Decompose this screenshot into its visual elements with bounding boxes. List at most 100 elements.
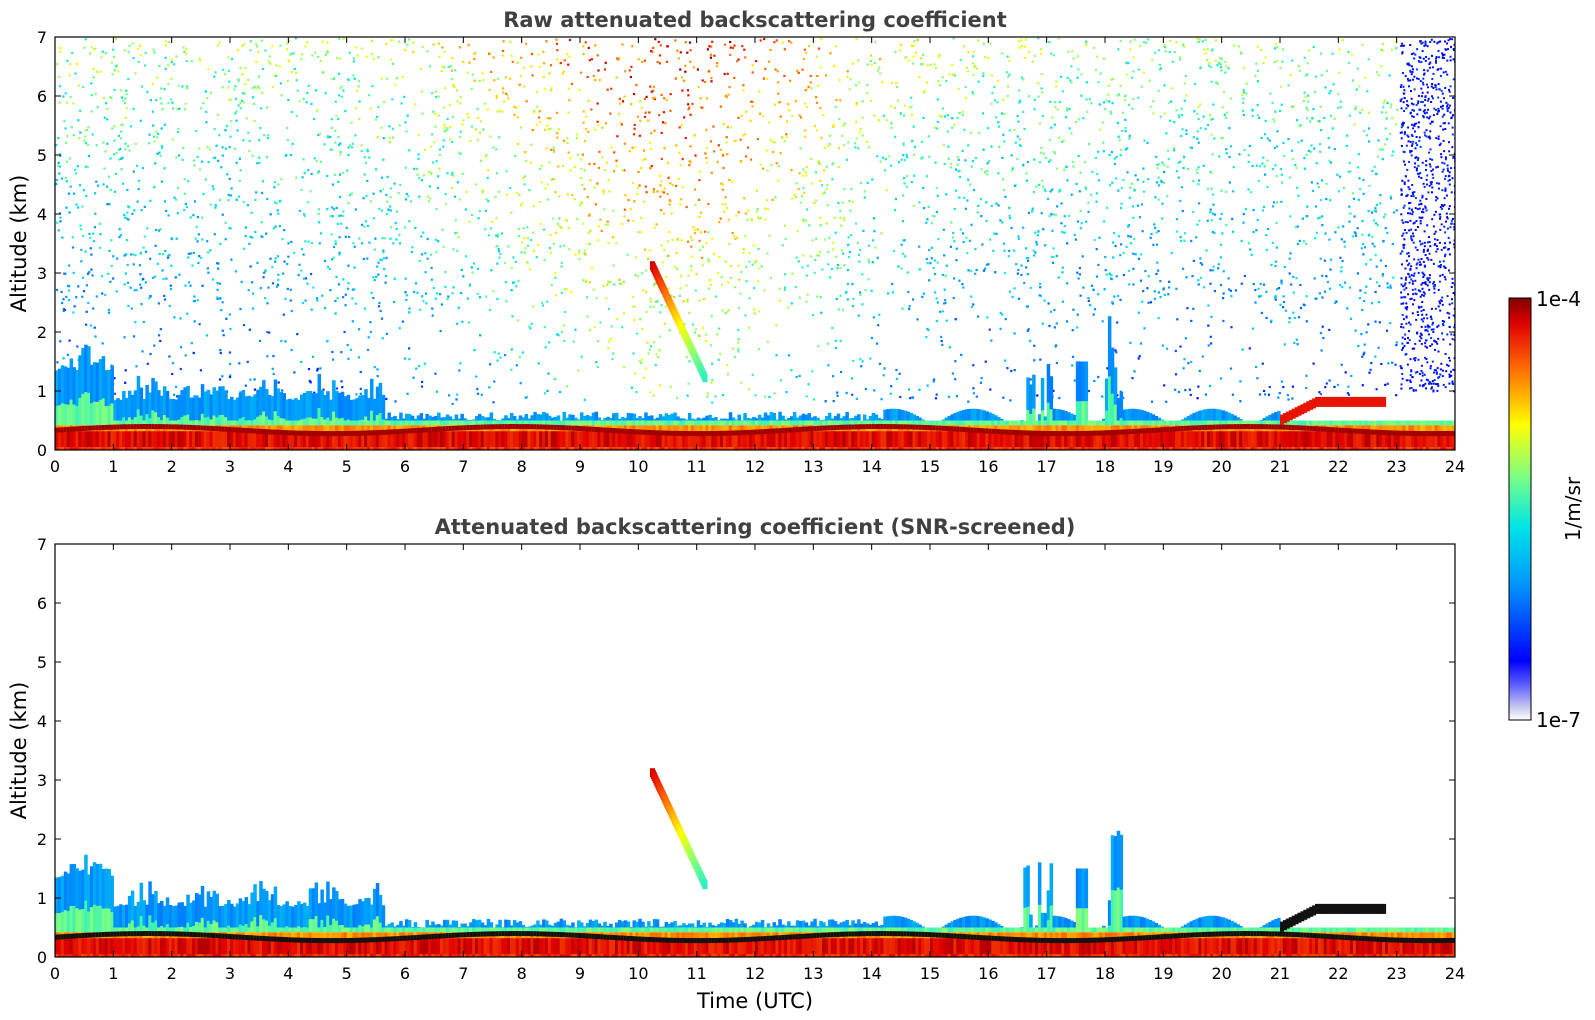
noise-pixel xyxy=(300,58,303,61)
noise-pixel xyxy=(1290,283,1293,286)
noise-pixel xyxy=(225,317,228,320)
noise-pixel xyxy=(902,154,905,157)
noise-pixel xyxy=(1371,169,1374,173)
noise-pixel xyxy=(1218,155,1221,158)
noise-pixel xyxy=(728,178,731,181)
noise-pixel xyxy=(1267,227,1270,231)
noise-pixel xyxy=(303,213,306,216)
noise-pixel xyxy=(1227,277,1230,280)
noise-pixel xyxy=(485,198,488,201)
noise-pixel xyxy=(946,114,949,117)
noise-pixel xyxy=(1178,55,1181,59)
noise-pixel xyxy=(1144,270,1147,273)
noise-pixel xyxy=(1412,127,1415,130)
noise-pixel xyxy=(945,264,948,267)
noise-pixel xyxy=(726,310,729,313)
noise-pixel xyxy=(131,212,134,215)
noise-pixel xyxy=(1266,185,1269,189)
noise-pixel xyxy=(495,217,498,220)
noise-pixel xyxy=(1394,363,1397,366)
noise-pixel xyxy=(55,182,58,186)
noise-pixel xyxy=(1439,40,1442,43)
noise-pixel xyxy=(891,282,894,286)
noise-pixel xyxy=(838,78,841,82)
noise-pixel xyxy=(725,207,728,210)
noise-pixel xyxy=(771,198,774,201)
noise-pixel xyxy=(1289,215,1292,218)
noise-pixel xyxy=(244,235,247,238)
noise-pixel xyxy=(1428,252,1431,255)
noise-pixel xyxy=(861,273,864,276)
noise-pixel xyxy=(1381,49,1385,52)
noise-pixel xyxy=(841,308,845,312)
noise-pixel xyxy=(517,235,520,238)
noise-pixel xyxy=(486,108,489,111)
noise-pixel xyxy=(171,101,174,104)
noise-pixel xyxy=(1447,122,1450,125)
noise-pixel xyxy=(1025,247,1028,250)
noise-pixel xyxy=(1119,154,1122,157)
noise-pixel xyxy=(826,184,829,187)
noise-pixel xyxy=(440,303,443,306)
noise-pixel xyxy=(684,41,687,44)
noise-pixel xyxy=(149,352,152,356)
noise-pixel xyxy=(244,83,247,86)
noise-pixel xyxy=(1043,299,1046,302)
noise-pixel xyxy=(940,340,943,343)
noise-pixel xyxy=(451,171,454,174)
noise-pixel xyxy=(1323,259,1326,262)
noise-pixel xyxy=(167,102,170,105)
noise-pixel xyxy=(1153,290,1156,293)
noise-pixel xyxy=(398,242,402,245)
noise-pixel xyxy=(1361,355,1364,358)
noise-pixel xyxy=(619,102,622,105)
noise-pixel xyxy=(751,105,754,108)
noise-pixel xyxy=(575,136,578,140)
noise-pixel xyxy=(414,103,417,106)
noise-pixel xyxy=(878,66,881,69)
noise-pixel xyxy=(739,160,742,163)
noise-pixel xyxy=(1367,127,1371,130)
noise-pixel xyxy=(998,145,1001,148)
noise-pixel xyxy=(1355,234,1358,237)
noise-pixel xyxy=(1263,165,1266,168)
noise-pixel xyxy=(1122,273,1125,277)
noise-pixel xyxy=(746,218,749,221)
noise-pixel xyxy=(196,155,199,159)
noise-pixel xyxy=(401,76,404,79)
noise-pixel xyxy=(1055,80,1058,83)
noise-pixel xyxy=(214,206,217,209)
noise-pixel xyxy=(723,43,726,46)
noise-pixel xyxy=(667,287,670,290)
noise-pixel xyxy=(199,59,202,62)
noise-pixel xyxy=(674,39,677,42)
noise-pixel xyxy=(338,173,342,176)
noise-pixel xyxy=(757,247,760,251)
noise-pixel xyxy=(445,202,448,205)
noise-pixel xyxy=(1214,59,1217,62)
noise-pixel xyxy=(1261,209,1264,212)
noise-pixel xyxy=(680,198,683,201)
noise-pixel xyxy=(847,255,851,259)
noise-pixel xyxy=(1096,173,1099,176)
noise-pixel xyxy=(1358,297,1361,300)
noise-pixel xyxy=(251,281,254,284)
noise-pixel xyxy=(607,282,610,285)
noise-pixel xyxy=(1305,374,1308,377)
noise-pixel xyxy=(140,286,143,289)
noise-pixel xyxy=(311,355,315,358)
noise-pixel xyxy=(891,291,894,294)
noise-pixel xyxy=(404,291,407,294)
noise-pixel xyxy=(1053,308,1056,312)
noise-pixel xyxy=(1052,213,1055,216)
noise-pixel xyxy=(115,172,118,175)
noise-pixel xyxy=(1391,154,1394,157)
noise-pixel xyxy=(1109,277,1113,280)
noise-pixel xyxy=(1070,65,1073,68)
noise-pixel xyxy=(1361,308,1364,312)
noise-pixel xyxy=(70,126,73,129)
noise-pixel xyxy=(1165,400,1168,403)
noise-pixel xyxy=(754,261,757,264)
noise-pixel xyxy=(159,97,162,100)
noise-pixel xyxy=(677,177,680,180)
